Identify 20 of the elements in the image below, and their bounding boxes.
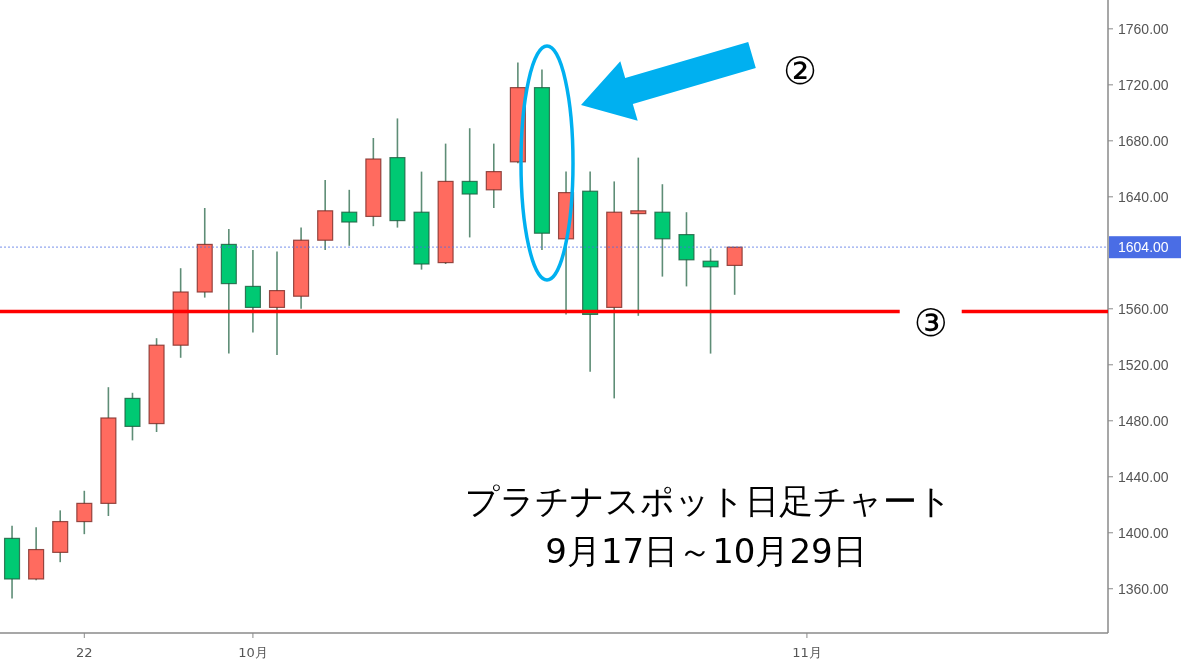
x-tick-label: 11月 xyxy=(792,644,822,660)
ref-line-label: 1604.00 xyxy=(1118,239,1169,256)
x-tick-label: 10月 xyxy=(238,644,268,660)
y-tick-label: 1560.00 xyxy=(1118,300,1169,317)
ref-line: ③ xyxy=(0,300,1110,345)
text: プラチナスポット日足チャート xyxy=(464,481,952,521)
y-tick-label: 1440.00 xyxy=(1118,468,1169,485)
ref-line-label: ③ xyxy=(913,300,948,345)
y-tick-label: 1480.00 xyxy=(1118,412,1169,429)
ref-line: 1604.00 xyxy=(0,236,1181,259)
y-tick-label: 1400.00 xyxy=(1118,524,1169,541)
y-tick-label: 1720.00 xyxy=(1118,76,1169,93)
y-tick-label: 1360.00 xyxy=(1118,580,1169,597)
y-tick-label: 1680.00 xyxy=(1118,132,1169,149)
x-tick-label: 22 xyxy=(76,644,93,660)
y-tick-label: 1640.00 xyxy=(1118,188,1169,205)
y-tick-label: 1760.00 xyxy=(1118,20,1169,37)
y-tick-label: 1520.00 xyxy=(1118,356,1169,373)
text: 9月17日～10月29日 xyxy=(545,531,867,571)
annotation: ② xyxy=(782,49,818,93)
